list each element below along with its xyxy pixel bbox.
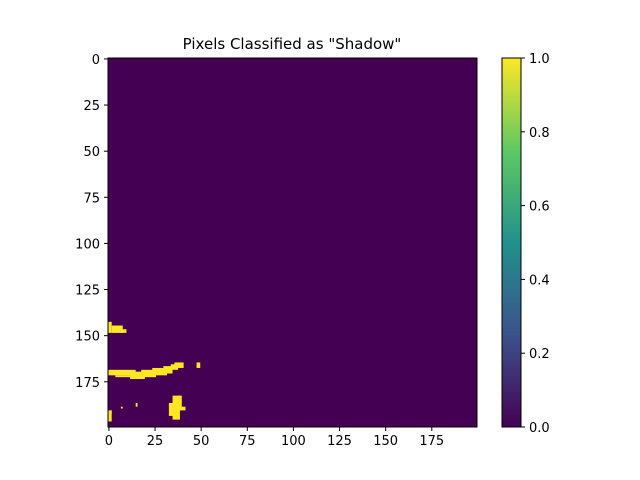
shadow-region-1 (111, 325, 123, 333)
shadow-region-10 (174, 362, 184, 368)
y-tick-label: 150 (75, 330, 100, 345)
x-axis: 0 25 50 75 100 125 150 175 (105, 427, 444, 449)
y-tick-label: 125 (75, 284, 100, 299)
x-tick-label: 100 (281, 434, 306, 449)
shadow-region-14 (178, 395, 182, 411)
shadow-region-5 (130, 371, 145, 380)
shadow-region-6 (141, 369, 156, 378)
heatmap-background (108, 58, 477, 427)
y-tick-label: 75 (83, 191, 100, 206)
y-tick-label: 25 (83, 99, 100, 114)
x-tick-label: 50 (193, 434, 210, 449)
x-tick-label: 25 (147, 434, 164, 449)
shadow-cells (108, 321, 201, 422)
heatmap-frame (107, 57, 478, 428)
y-tick-label: 0 (92, 53, 100, 68)
x-tick-label: 75 (239, 434, 256, 449)
colorbar-ticks: 0.0 0.2 0.4 0.6 0.8 1.0 (521, 52, 550, 436)
shadow-region-19 (135, 403, 138, 407)
y-tick-label: 50 (83, 145, 100, 160)
shadow-region-15 (179, 406, 186, 411)
x-tick-label: 175 (419, 434, 444, 449)
shadow-region-13 (168, 403, 177, 416)
x-tick-label: 125 (327, 434, 352, 449)
chart-title: Pixels Classified as "Shadow" (183, 35, 402, 53)
shadow-region-4 (115, 375, 134, 378)
shadow-region-8 (163, 366, 173, 374)
x-tick-label: 0 (105, 434, 113, 449)
colorbar-tick-label: 0.4 (529, 273, 550, 288)
shadow-region-18 (120, 406, 123, 409)
colorbar: 0.0 0.2 0.4 0.6 0.8 1.0 (501, 52, 550, 436)
colorbar-tick-label: 0.6 (529, 200, 550, 215)
colorbar-gradient (501, 57, 522, 428)
y-tick-label: 175 (75, 376, 100, 391)
x-tick-label: 150 (373, 434, 398, 449)
shadow-region-16 (108, 410, 112, 422)
shadow-region-0 (108, 321, 112, 333)
shadow-region-17 (109, 410, 112, 415)
y-tick-label: 100 (75, 237, 100, 252)
colorbar-tick-label: 0.0 (529, 421, 550, 436)
heatmap (107, 57, 478, 428)
shadow-region-11 (196, 362, 201, 368)
y-axis: 0 25 50 75 100 125 150 175 (75, 53, 108, 391)
colorbar-tick-label: 1.0 (529, 52, 550, 67)
colorbar-tick-label: 0.2 (529, 347, 550, 362)
shadow-region-2 (120, 329, 127, 333)
colorbar-tick-label: 0.8 (529, 126, 550, 141)
shadow-region-3 (108, 369, 136, 376)
shadow-region-7 (152, 367, 168, 376)
